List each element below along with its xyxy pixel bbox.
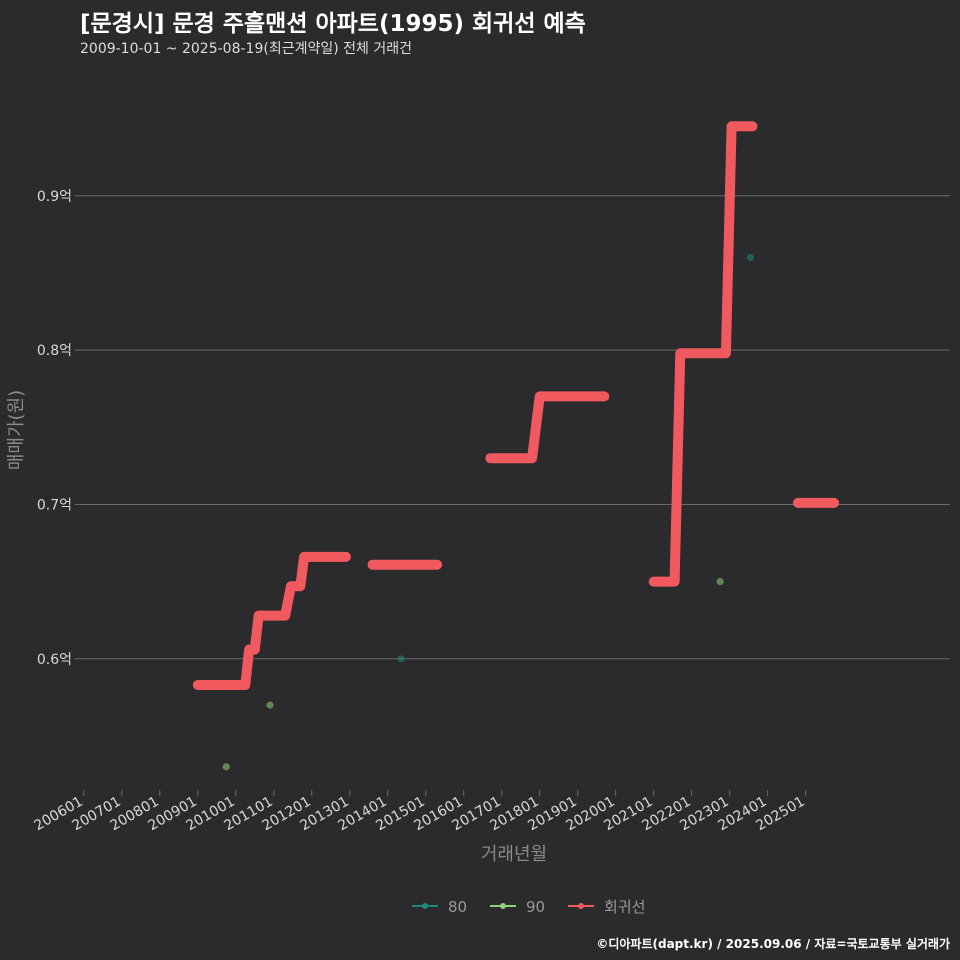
regression-line [192,551,351,690]
y-axis-title: 매매가(원) [6,390,27,470]
y-tick-label: 0.7억 [37,497,72,513]
legend-key-point [500,903,506,909]
legend-label: 회귀선 [604,898,645,916]
y-tick-label: 0.9억 [37,189,72,205]
y-tick-label: 0.8억 [37,343,72,359]
data-point-90 [266,701,274,709]
regression-line [485,391,610,464]
data-point-90 [222,763,230,771]
y-tick-label: 0.6억 [37,652,72,668]
legend-key-point [422,903,428,909]
regression-line [648,121,758,587]
legend-label: 80 [448,898,467,916]
data-point-80 [397,655,405,663]
regression-layer [192,121,840,690]
x-axis-title: 거래년월 [481,844,547,865]
chart-caption: ©디아파트(dapt.kr) / 2025.09.06 / 자료=국토교통부 실… [596,937,950,951]
axis-layer: 0.6억0.7억0.8억0.9억200601200701200801200901… [32,189,808,834]
points-layer [222,253,755,771]
legend-key-point [578,903,584,909]
grid-layer [80,195,950,660]
data-point-90 [716,578,724,586]
chart-subtitle: 2009-10-01 ~ 2025-08-19(최근계약일) 전체 거래건 [80,41,412,57]
legend: 80 90 회귀선 [412,898,645,916]
chart-title: [문경시] 문경 주흘맨션 아파트(1995) 회귀선 예측 [80,11,586,37]
data-point-80 [746,253,755,262]
legend-label: 90 [526,898,545,916]
